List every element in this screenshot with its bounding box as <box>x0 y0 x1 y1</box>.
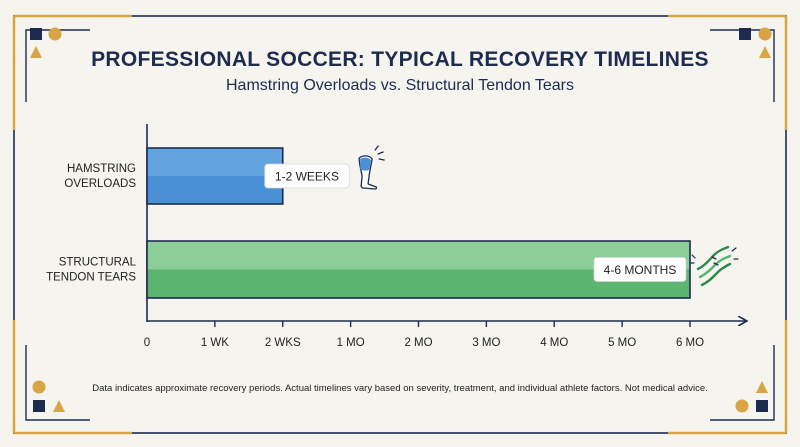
x-tick-label: 2 MO <box>404 337 432 349</box>
x-tick-label: 3 MO <box>472 337 500 349</box>
category-label: TENDON TEARS <box>46 272 136 284</box>
x-tick-label: 1 MO <box>337 337 365 349</box>
x-tick-label: 6 MO <box>676 337 704 349</box>
category-label: OVERLOADS <box>64 178 136 190</box>
chart-title: PROFESSIONAL SOCCER: TYPICAL RECOVERY TI… <box>91 48 709 71</box>
corner-ornament-top-right <box>739 27 772 58</box>
chart-subtitle: Hamstring Overloads vs. Structural Tendo… <box>225 77 574 94</box>
x-tick-label: 1 WK <box>201 337 229 349</box>
plot-area: 0 1 WK 2 WKS 1 MO 2 MO 3 MO 4 MO 5 MO 6 MO HAMST… <box>46 124 746 349</box>
data-label: 4-6 MONTHS <box>604 263 677 277</box>
torn-tendon-icon <box>689 245 739 287</box>
x-tick-label: 0 <box>144 337 150 349</box>
x-tick-label: 2 WKS <box>265 337 301 349</box>
x-axis-ticks: 0 1 WK 2 WKS 1 MO 2 MO 3 MO 4 MO 5 MO 6 MO <box>144 321 704 349</box>
bar-shade <box>147 176 283 204</box>
leg-pain-icon <box>358 145 385 190</box>
bar-highlight <box>147 148 283 176</box>
decorative-frame <box>12 14 788 435</box>
corner-ornament-bottom-left <box>32 380 65 412</box>
x-tick-label: 5 MO <box>608 337 636 349</box>
x-tick-label: 4 MO <box>540 337 568 349</box>
category-label: STRUCTURAL <box>59 257 137 269</box>
corner-ornament-bottom-right <box>735 381 768 413</box>
footnote: Data indicates approximate recovery peri… <box>92 383 708 394</box>
data-label: 1-2 WEEKS <box>275 170 339 184</box>
data-label-box <box>593 257 687 282</box>
category-labels: HAMSTRING OVERLOADS STRUCTURAL TENDON TEARS <box>46 163 136 284</box>
bar <box>146 240 691 299</box>
bars: 1-2 WEEKS 4-6 MONTHS <box>146 147 691 299</box>
corner-ornament-top-left <box>30 27 62 58</box>
category-label: HAMSTRING <box>67 163 136 175</box>
data-label-box <box>264 163 350 189</box>
